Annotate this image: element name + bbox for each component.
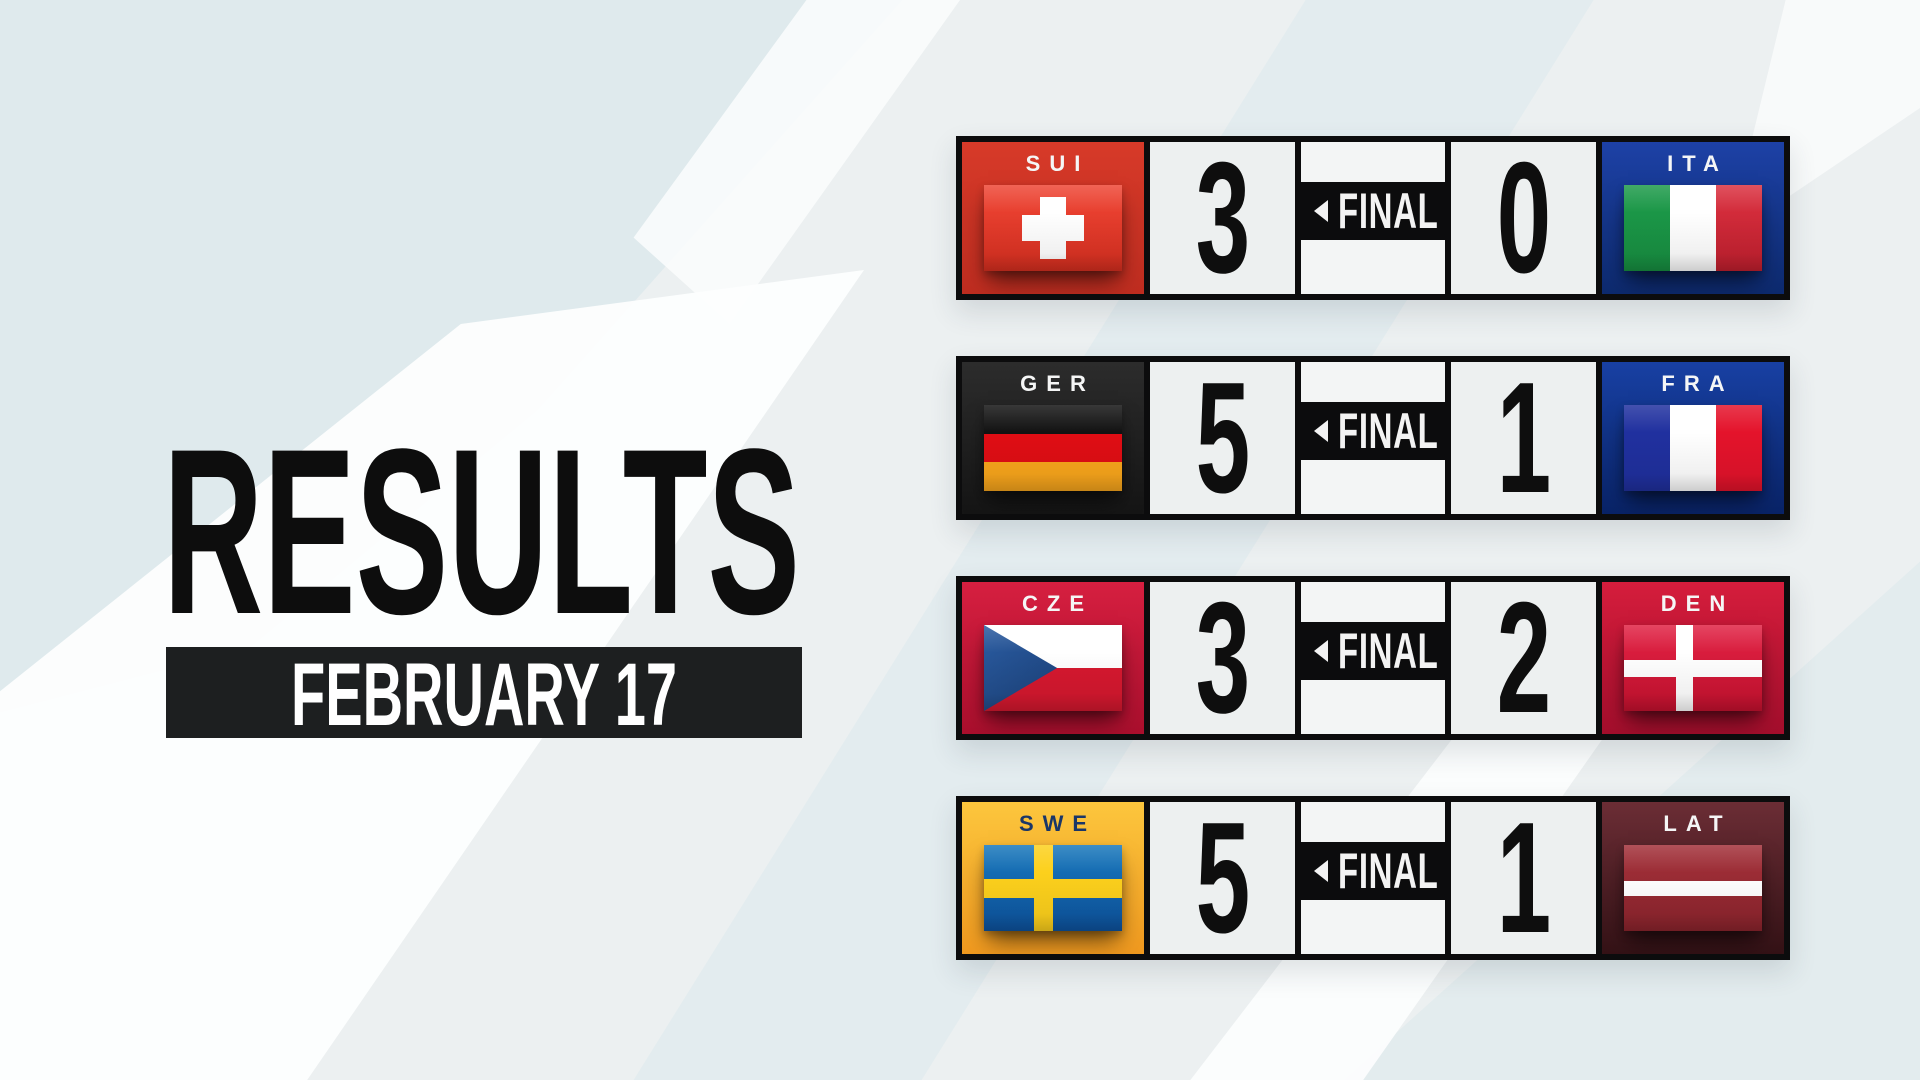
final-badge: FINAL [1301,842,1445,900]
team-code-label: SWE [1018,811,1097,836]
match-row: SWE 5 FINAL 1 LAT [956,796,1790,960]
team-code-label: LAT [1663,811,1732,836]
final-badge: FINAL [1301,402,1445,460]
status-cell: FINAL [1301,582,1445,734]
flag-stripe [1669,185,1717,271]
status-cell: FINAL [1301,802,1445,954]
flag-sweden [984,845,1122,931]
team-code-label: DEN [1660,591,1735,616]
away-score-cell: 0 [1451,142,1596,294]
match-row: CZE 3 FINAL 2 DEN [956,576,1790,740]
team-panel-ita: ITA [1602,142,1784,294]
flag-stripe [1624,185,1671,271]
away-score-cell: 2 [1451,582,1596,734]
nordic-cross-vertical [1034,845,1053,931]
home-score: 5 [1195,362,1250,514]
away-score-cell: 1 [1451,362,1596,514]
nordic-cross-horizontal [1624,660,1762,677]
flag-italy [1624,185,1762,271]
home-score: 3 [1195,582,1250,734]
team-code-label: SUI [1025,151,1090,176]
flag-france [1624,405,1762,491]
page-title-text: RESULTS [163,420,800,630]
match-row: GER 5 FINAL 1 FRA [956,356,1790,520]
team-code-label: GER [1020,371,1095,396]
flag-switzerland [984,185,1122,271]
final-label: FINAL [1338,183,1439,239]
flag-triangle [984,625,1058,711]
home-score-cell: 3 [1150,142,1295,294]
final-badge: FINAL [1301,182,1445,240]
winner-arrow-left-icon [1314,200,1328,222]
flag-latvia [1624,845,1762,931]
match-row: SUI 3 FINAL 0 ITA [956,136,1790,300]
home-score-cell: 3 [1150,582,1295,734]
final-label: FINAL [1338,843,1439,899]
flag-stripe [1624,881,1762,896]
nordic-cross-vertical [1676,625,1693,711]
page-title: RESULTS [163,420,800,630]
home-score-cell: 5 [1150,802,1295,954]
flag-denmark [1624,625,1762,711]
swiss-cross-horizontal [1022,215,1084,241]
date-banner: FEBRUARY 17 [166,644,802,744]
flag-stripe [984,405,1122,434]
team-panel-lat: LAT [1602,802,1784,954]
winner-arrow-left-icon [1314,420,1328,442]
team-panel-sui: SUI [962,142,1144,294]
team-panel-fra: FRA [1602,362,1784,514]
final-label: FINAL [1338,403,1439,459]
flag-stripe [1715,405,1762,491]
home-score: 5 [1195,802,1250,954]
away-score: 1 [1496,362,1551,514]
team-panel-den: DEN [1602,582,1784,734]
date-banner-svg: FEBRUARY 17 [291,644,677,744]
flag-czechia [984,625,1122,711]
winner-arrow-left-icon [1314,860,1328,882]
nordic-cross-horizontal [984,879,1122,898]
flag-germany [984,405,1122,491]
away-score-cell: 1 [1451,802,1596,954]
flag-stripe [1624,405,1671,491]
away-score: 0 [1496,142,1551,294]
winner-arrow-left-icon [1314,640,1328,662]
team-panel-swe: SWE [962,802,1144,954]
flag-stripe [1715,185,1762,271]
status-cell: FINAL [1301,142,1445,294]
team-panel-cze: CZE [962,582,1144,734]
status-cell: FINAL [1301,362,1445,514]
final-label: FINAL [1338,623,1439,679]
team-code-label: FRA [1661,371,1734,396]
team-code-label: ITA [1667,151,1728,176]
flag-stripe [1669,405,1717,491]
final-badge: FINAL [1301,622,1445,680]
home-score-cell: 5 [1150,362,1295,514]
home-score: 3 [1195,142,1250,294]
flag-stripe [984,433,1122,463]
team-panel-ger: GER [962,362,1144,514]
team-code-label: CZE [1022,591,1093,616]
flag-stripe [984,462,1122,491]
swiss-cross-vertical [1040,197,1066,259]
away-score: 1 [1496,802,1551,954]
away-score: 2 [1496,582,1551,734]
date-banner-text: FEBRUARY 17 [291,647,677,738]
